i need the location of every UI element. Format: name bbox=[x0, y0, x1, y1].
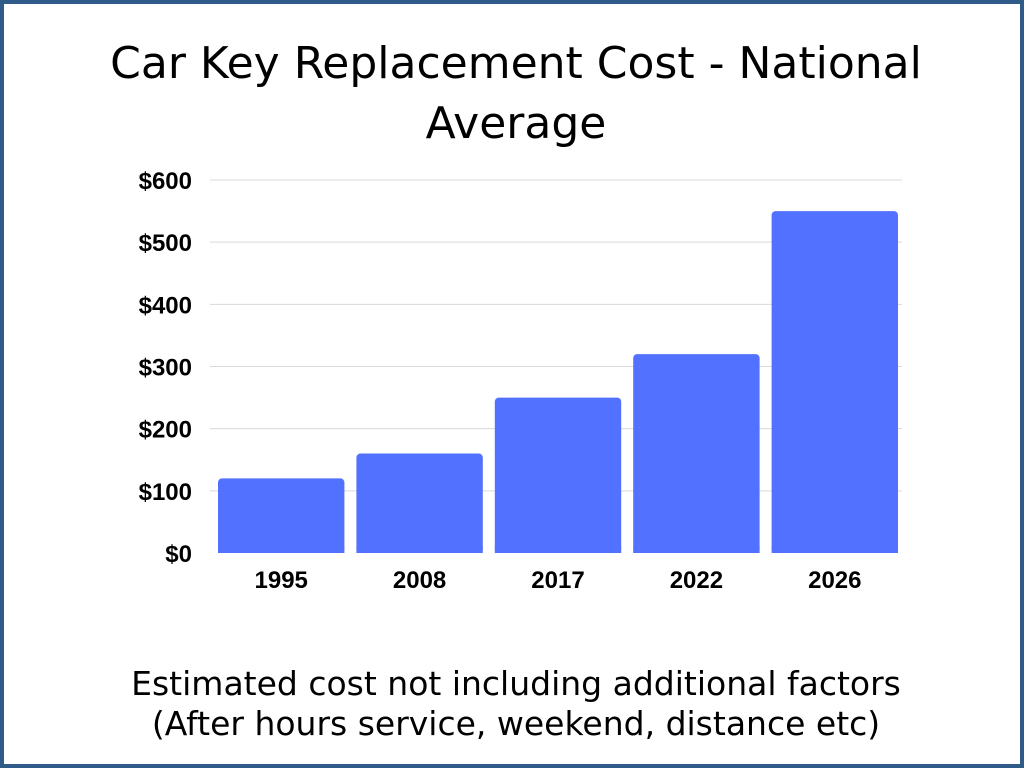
y-tick-label: $600 bbox=[139, 168, 192, 195]
y-tick-label: $300 bbox=[139, 355, 192, 382]
bars bbox=[218, 211, 898, 554]
bar-1995 bbox=[218, 478, 345, 553]
y-tick-label: $100 bbox=[139, 479, 192, 506]
bar-base-2022 bbox=[633, 547, 760, 553]
bar-2008 bbox=[356, 453, 483, 553]
chart-plot: $0 $100 $200 $300 $400 $500 $600 1995 2008 2017 2… bbox=[139, 168, 902, 594]
x-axis-ticks: 1995 2008 2017 2022 2026 bbox=[255, 567, 862, 594]
chart-title: Car Key Replacement Cost - National Aver… bbox=[110, 38, 922, 149]
x-tick-label: 2008 bbox=[393, 567, 446, 594]
bar-2017 bbox=[494, 397, 622, 553]
bar-base-2017 bbox=[494, 547, 622, 553]
y-tick-label: $0 bbox=[165, 541, 192, 568]
x-tick-label: 2022 bbox=[670, 567, 723, 594]
bar-base-2008 bbox=[356, 547, 483, 553]
bar-base-1995 bbox=[218, 547, 345, 553]
x-tick-label: 2017 bbox=[531, 567, 584, 594]
bar-2026 bbox=[771, 211, 898, 554]
y-tick-label: $200 bbox=[139, 417, 192, 444]
y-tick-label: $400 bbox=[139, 292, 192, 319]
x-tick-label: 2026 bbox=[808, 567, 861, 594]
footnote-line-2: (After hours service, weekend, distance … bbox=[151, 704, 881, 743]
bar-base-2026 bbox=[771, 547, 898, 553]
footnote-line-1: Estimated cost not including additional … bbox=[131, 664, 901, 703]
y-tick-label: $500 bbox=[139, 230, 192, 257]
y-axis-ticks: $0 $100 $200 $300 $400 $500 $600 bbox=[139, 168, 192, 568]
x-tick-label: 1995 bbox=[255, 567, 308, 594]
bar-2022 bbox=[633, 354, 760, 553]
footnote: Estimated cost not including additional … bbox=[44, 664, 988, 744]
